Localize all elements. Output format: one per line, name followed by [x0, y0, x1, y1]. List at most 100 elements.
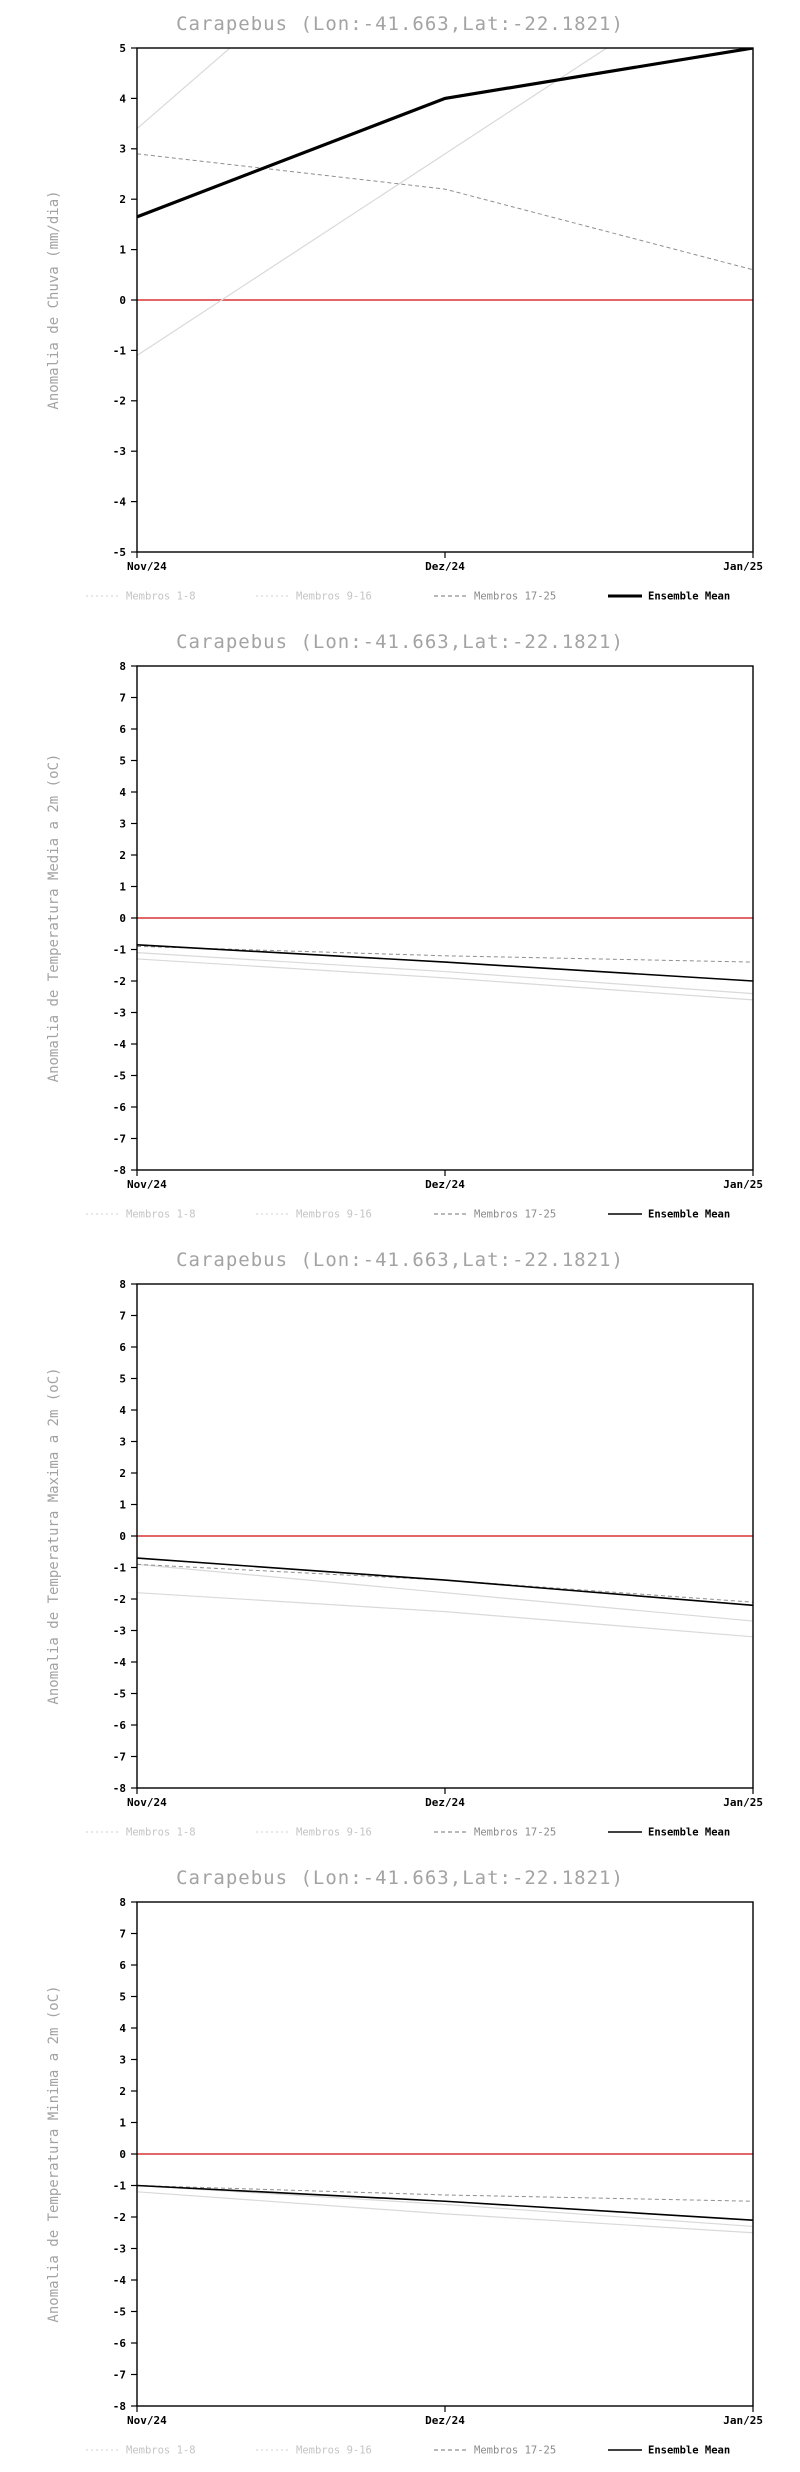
y-tick-label: 3	[119, 143, 126, 156]
series-line	[137, 943, 753, 982]
y-tick-label: 8	[119, 1896, 126, 1909]
y-tick-label: 5	[119, 754, 126, 767]
legend-label: Ensemble Mean	[648, 1827, 730, 1839]
y-axis-title: Anomalia de Temperatura Maxima a 2m (oC)	[46, 1367, 62, 1704]
y-tick-label: -8	[113, 1164, 126, 1177]
x-tick-label: Jan/25	[723, 1796, 763, 1809]
series-line	[137, 1563, 753, 1603]
x-tick-label: Nov/24	[127, 1796, 167, 1809]
chart-title: Carapebus (Lon:-41.663,Lat:-22.1821)	[176, 13, 624, 35]
y-tick-label: 6	[119, 1959, 126, 1972]
y-tick-label: -1	[113, 2179, 127, 2192]
y-tick-label: 2	[119, 193, 126, 206]
legend-label: Membros 17-25	[474, 591, 556, 603]
chart-panel: Carapebus (Lon:-41.663,Lat:-22.1821) Anom…	[0, 1236, 800, 1854]
chart-svg: Carapebus (Lon:-41.663,Lat:-22.1821) Anom…	[46, 631, 763, 1221]
legend-label: Membros 1-8	[126, 1827, 196, 1839]
legend-label: Membros 17-25	[474, 1827, 556, 1839]
y-tick-label: -2	[113, 395, 126, 408]
y-tick-label: -3	[113, 1624, 126, 1637]
legend-label: Membros 1-8	[126, 2445, 196, 2457]
y-tick-label: -8	[113, 2400, 126, 2413]
x-tick-label: Jan/25	[723, 1178, 763, 1191]
y-tick-label: -3	[113, 2242, 126, 2255]
y-tick-label: -4	[113, 495, 127, 508]
y-tick-label: 2	[119, 2085, 126, 2098]
y-tick-label: 2	[119, 849, 126, 862]
legend-label: Membros 17-25	[474, 1209, 556, 1221]
y-axis-title: Anomalia de Temperatura Minima a 2m (oC)	[46, 1985, 62, 2322]
y-tick-label: 7	[119, 1309, 126, 1322]
y-tick-label: -6	[113, 2337, 127, 2350]
series-line	[137, 2185, 753, 2202]
legend-label: Membros 9-16	[296, 1209, 372, 1221]
y-tick-label: -3	[113, 445, 126, 458]
chart-title: Carapebus (Lon:-41.663,Lat:-22.1821)	[176, 1249, 624, 1271]
y-tick-label: 5	[119, 1990, 126, 2003]
y-axis-title: Anomalia de Temperatura Media a 2m (oC)	[46, 754, 62, 1083]
legend-label: Membros 9-16	[296, 2445, 372, 2457]
y-tick-label: 5	[119, 42, 126, 55]
chart-panel: Carapebus (Lon:-41.663,Lat:-22.1821) Anom…	[0, 0, 800, 618]
y-tick-label: 0	[119, 2148, 126, 2161]
x-tick-label: Dez/24	[425, 560, 465, 573]
legend-label: Ensemble Mean	[648, 1209, 730, 1221]
y-tick-label: -8	[113, 1782, 126, 1795]
chart-svg: Carapebus (Lon:-41.663,Lat:-22.1821) Anom…	[46, 13, 763, 603]
series-line	[137, 1563, 753, 1622]
y-tick-label: 4	[119, 1404, 126, 1417]
series-line	[137, 2184, 753, 2221]
y-tick-label: 3	[119, 1435, 126, 1448]
y-tick-label: -2	[113, 2211, 126, 2224]
y-tick-label: 6	[119, 1341, 126, 1354]
series-line	[137, 945, 753, 963]
series-line	[137, 952, 753, 995]
chart-svg: Carapebus (Lon:-41.663,Lat:-22.1821) Anom…	[46, 1249, 763, 1839]
y-tick-label: 5	[119, 1372, 126, 1385]
chart-title: Carapebus (Lon:-41.663,Lat:-22.1821)	[176, 631, 624, 653]
chart-title: Carapebus (Lon:-41.663,Lat:-22.1821)	[176, 1867, 624, 1889]
x-tick-label: Jan/25	[723, 560, 763, 573]
y-tick-label: -6	[113, 1719, 127, 1732]
x-tick-label: Dez/24	[425, 1178, 465, 1191]
legend-label: Membros 1-8	[126, 1209, 196, 1221]
y-tick-label: 7	[119, 691, 126, 704]
legend-label: Membros 9-16	[296, 1827, 372, 1839]
x-tick-label: Nov/24	[127, 1178, 167, 1191]
y-tick-label: -1	[113, 1561, 127, 1574]
y-tick-label: 0	[119, 294, 126, 307]
y-tick-label: 3	[119, 817, 126, 830]
y-tick-label: -5	[113, 546, 126, 559]
legend-label: Membros 1-8	[126, 591, 196, 603]
y-tick-label: -1	[113, 344, 127, 357]
y-tick-label: -2	[113, 975, 126, 988]
x-tick-label: Jan/25	[723, 2414, 763, 2427]
series-line	[137, 2191, 753, 2234]
y-tick-label: -4	[113, 2274, 127, 2287]
y-tick-label: 8	[119, 660, 126, 673]
series-line	[137, 1592, 753, 1638]
y-tick-label: -5	[113, 2305, 126, 2318]
y-axis-title: Anomalia de Chuva (mm/dia)	[46, 190, 62, 409]
chart-panel: Carapebus (Lon:-41.663,Lat:-22.1821) Anom…	[0, 618, 800, 1236]
y-tick-label: 4	[119, 786, 126, 799]
x-tick-label: Nov/24	[127, 2414, 167, 2427]
series-line	[137, 48, 608, 356]
y-tick-label: 6	[119, 723, 126, 736]
y-tick-label: 0	[119, 1530, 126, 1543]
y-tick-label: -2	[113, 1593, 126, 1606]
y-tick-label: 1	[119, 2116, 126, 2129]
legend-label: Membros 9-16	[296, 591, 372, 603]
y-tick-label: 1	[119, 243, 126, 256]
x-tick-label: Dez/24	[425, 2414, 465, 2427]
y-tick-label: 1	[119, 880, 126, 893]
chart-svg: Carapebus (Lon:-41.663,Lat:-22.1821) Anom…	[46, 1867, 763, 2457]
y-tick-label: -1	[113, 943, 127, 956]
y-tick-label: -3	[113, 1006, 126, 1019]
y-tick-label: 3	[119, 2053, 126, 2066]
legend-label: Membros 17-25	[474, 2445, 556, 2457]
chart-panel: Carapebus (Lon:-41.663,Lat:-22.1821) Anom…	[0, 1854, 800, 2472]
x-tick-label: Nov/24	[127, 560, 167, 573]
y-tick-label: -6	[113, 1101, 127, 1114]
